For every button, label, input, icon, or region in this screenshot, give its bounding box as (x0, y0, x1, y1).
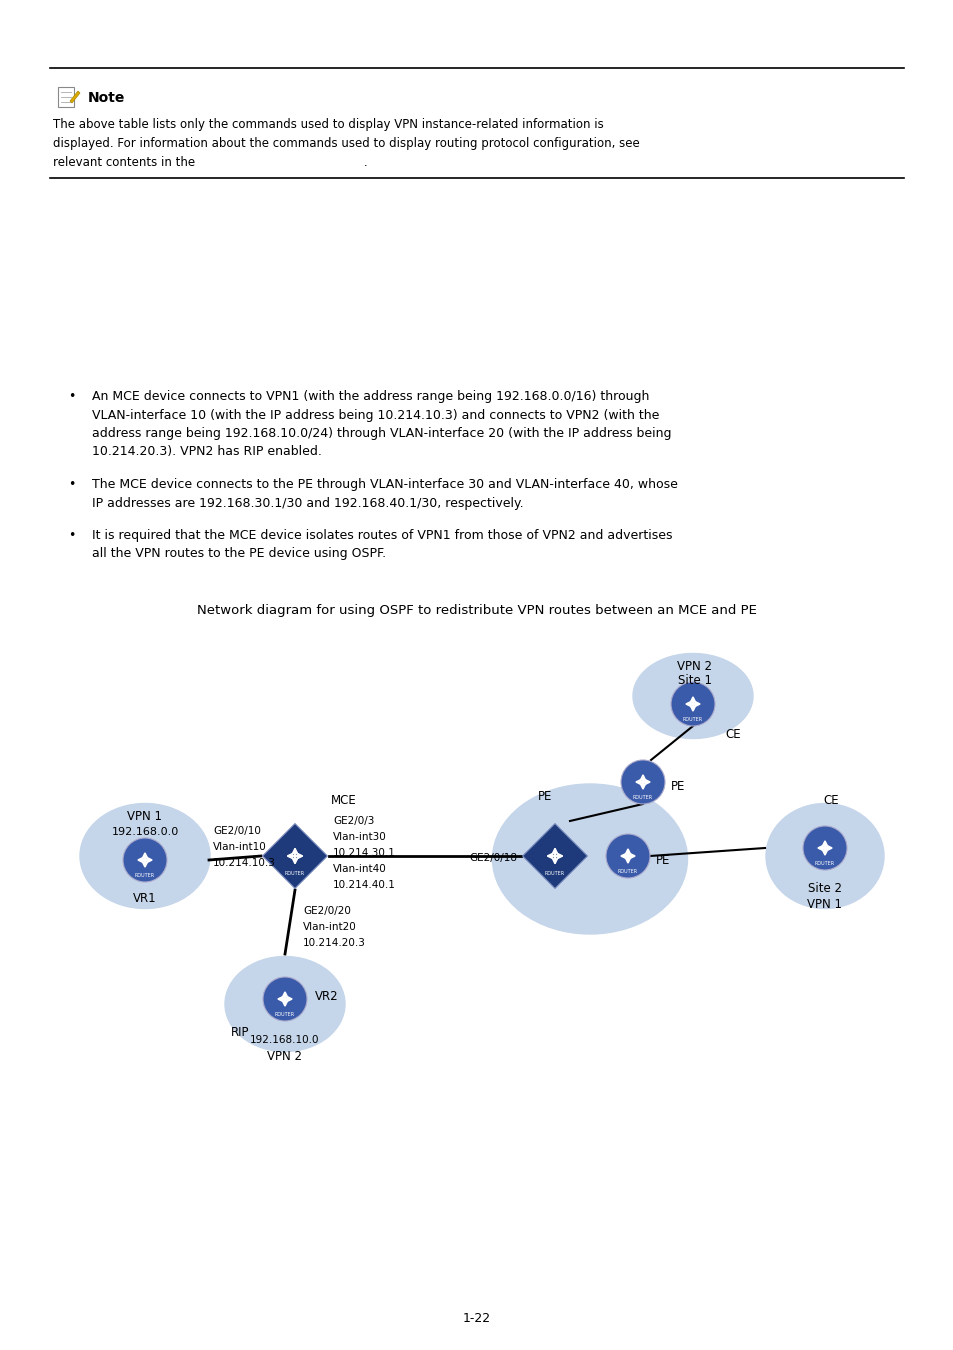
Text: GE2/0/18: GE2/0/18 (469, 853, 517, 863)
Text: ROUTER: ROUTER (682, 717, 702, 722)
Text: ROUTER: ROUTER (274, 1012, 294, 1018)
Text: An MCE device connects to VPN1 (with the address range being 192.168.0.0/16) thr: An MCE device connects to VPN1 (with the… (91, 390, 649, 404)
Text: 10.214.20.3: 10.214.20.3 (303, 938, 366, 948)
Text: relevant contents in the                                             .: relevant contents in the . (53, 157, 367, 169)
Text: ROUTER: ROUTER (134, 873, 155, 879)
Text: 10.214.30.1: 10.214.30.1 (333, 848, 395, 859)
Polygon shape (70, 90, 80, 103)
Text: Vlan-int10: Vlan-int10 (213, 842, 267, 852)
Polygon shape (262, 824, 327, 888)
Text: ROUTER: ROUTER (544, 871, 564, 876)
Polygon shape (522, 824, 587, 888)
Text: 192.168.0.0: 192.168.0.0 (112, 828, 178, 837)
Text: GE2/0/10: GE2/0/10 (213, 826, 260, 836)
Text: The above table lists only the commands used to display VPN instance-related inf: The above table lists only the commands … (53, 117, 603, 131)
Text: 10.214.40.1: 10.214.40.1 (333, 880, 395, 890)
Text: Vlan-int40: Vlan-int40 (333, 864, 386, 873)
Circle shape (620, 760, 664, 805)
Text: CE: CE (724, 728, 740, 741)
Text: Site 1: Site 1 (678, 674, 711, 687)
Text: •: • (69, 478, 75, 491)
FancyBboxPatch shape (58, 86, 74, 107)
Text: VPN 1: VPN 1 (128, 810, 162, 822)
Circle shape (670, 682, 714, 726)
Ellipse shape (492, 784, 687, 934)
Text: 192.168.10.0: 192.168.10.0 (250, 1035, 319, 1045)
Text: ROUTER: ROUTER (285, 871, 305, 876)
Text: RIP: RIP (231, 1026, 250, 1038)
Text: IP addresses are 192.168.30.1/30 and 192.168.40.1/30, respectively.: IP addresses are 192.168.30.1/30 and 192… (91, 497, 523, 509)
Text: MCE: MCE (331, 795, 356, 807)
Circle shape (123, 838, 167, 882)
Text: ROUTER: ROUTER (632, 795, 653, 801)
Circle shape (263, 977, 307, 1021)
Text: •: • (69, 390, 75, 404)
Text: CE: CE (822, 795, 838, 807)
Text: Note: Note (88, 90, 125, 105)
Text: 10.214.10.3: 10.214.10.3 (213, 859, 275, 868)
Text: The MCE device connects to the PE through VLAN-interface 30 and VLAN-interface 4: The MCE device connects to the PE throug… (91, 478, 678, 491)
Text: GE2/0/3: GE2/0/3 (333, 815, 374, 826)
Text: Vlan-int20: Vlan-int20 (303, 922, 356, 931)
Text: ROUTER: ROUTER (814, 861, 834, 867)
Text: 10.214.20.3). VPN2 has RIP enabled.: 10.214.20.3). VPN2 has RIP enabled. (91, 446, 321, 459)
Text: all the VPN routes to the PE device using OSPF.: all the VPN routes to the PE device usin… (91, 548, 386, 560)
Text: PE: PE (656, 853, 670, 867)
Text: VR1: VR1 (133, 891, 156, 904)
Ellipse shape (633, 653, 752, 738)
Text: VPN 2: VPN 2 (677, 660, 712, 672)
Text: VPN 2: VPN 2 (267, 1049, 302, 1062)
Text: Site 2: Site 2 (807, 882, 841, 895)
Ellipse shape (225, 957, 345, 1052)
Text: Network diagram for using OSPF to redistribute VPN routes between an MCE and PE: Network diagram for using OSPF to redist… (197, 603, 756, 617)
Text: 1-22: 1-22 (462, 1311, 491, 1324)
Circle shape (802, 826, 846, 869)
Ellipse shape (80, 803, 210, 909)
Text: address range being 192.168.10.0/24) through VLAN-interface 20 (with the IP addr: address range being 192.168.10.0/24) thr… (91, 427, 671, 440)
Text: VLAN-interface 10 (with the IP address being 10.214.10.3) and connects to VPN2 (: VLAN-interface 10 (with the IP address b… (91, 409, 659, 421)
Text: VPN 1: VPN 1 (806, 898, 841, 910)
Text: •: • (69, 529, 75, 541)
Ellipse shape (765, 803, 883, 909)
Text: VR2: VR2 (314, 990, 338, 1003)
Circle shape (605, 834, 649, 878)
Text: PE: PE (537, 790, 552, 802)
Text: It is required that the MCE device isolates routes of VPN1 from those of VPN2 an: It is required that the MCE device isola… (91, 529, 672, 541)
Text: displayed. For information about the commands used to display routing protocol c: displayed. For information about the com… (53, 136, 639, 150)
Text: PE: PE (670, 779, 684, 792)
Text: GE2/0/20: GE2/0/20 (303, 906, 351, 917)
Text: ROUTER: ROUTER (618, 869, 638, 875)
Text: Vlan-int30: Vlan-int30 (333, 832, 386, 842)
